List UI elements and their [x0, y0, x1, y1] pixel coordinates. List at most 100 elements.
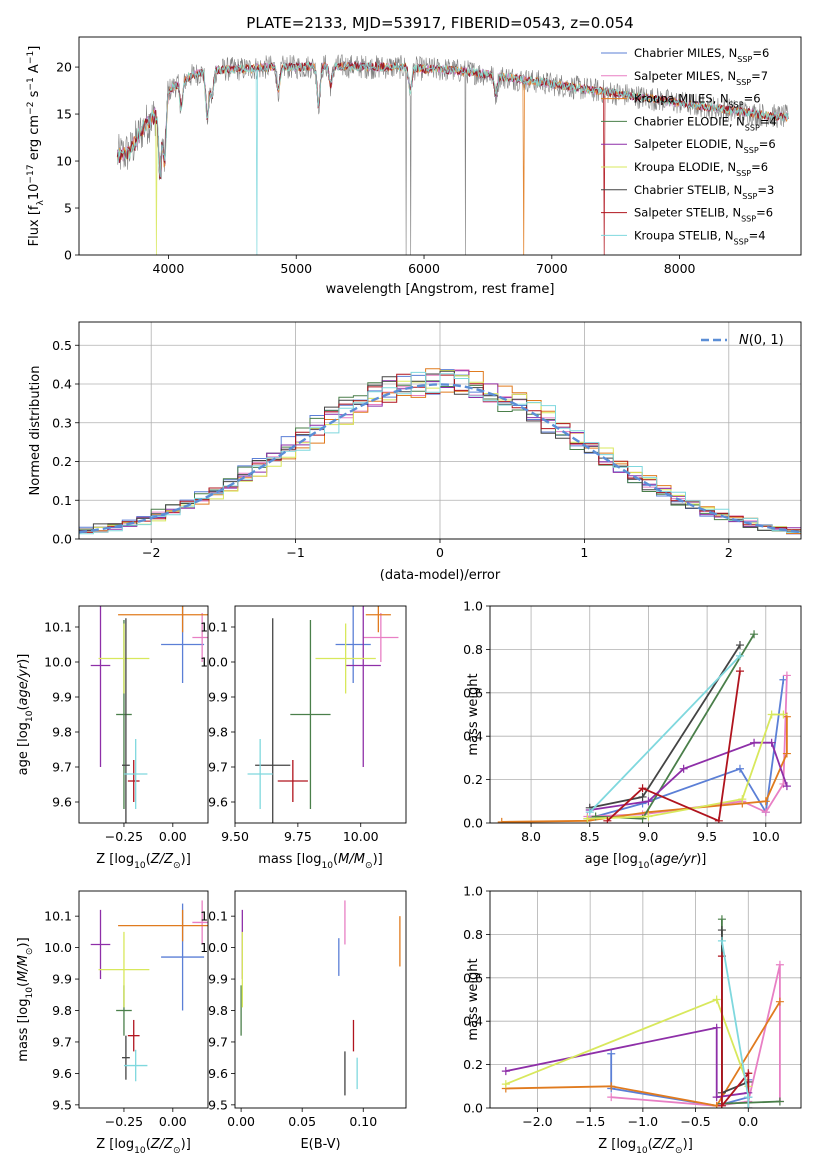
- x-tick-label: 1: [580, 545, 588, 560]
- massweight-marker: [744, 1093, 753, 1102]
- age-vs-metallicity-panel: −0.25 0.00 9.6 9.7 9.8 9.9 10.0 10.1 Z [log10(Z/…: [16, 605, 209, 871]
- x-tick-label: 0: [436, 545, 444, 560]
- y-tick-label: 9.7: [208, 1034, 228, 1049]
- spectrum-panel: 4000 5000 6000 7000 8000 0 5 10 15 20 Chabrier MIL…: [26, 36, 802, 297]
- y-axis-label: Flux [fλ10−17 erg cm−2 s−1 A−1]: [26, 46, 46, 247]
- y-tick-label: 15: [56, 107, 72, 122]
- x-tick-label: 2: [725, 545, 733, 560]
- massweight-marker: [782, 749, 791, 758]
- y-tick-label: 9.9: [52, 972, 72, 987]
- x-tick-label: 0.10: [349, 1114, 377, 1129]
- axes-frame: [78, 321, 802, 540]
- x-tick-label: 0.05: [288, 1114, 316, 1129]
- y-tick-label: 0.2: [463, 1057, 483, 1072]
- massweight-marker: [761, 808, 770, 817]
- y-tick-label: 10: [56, 154, 72, 169]
- massweight-line: [721, 919, 780, 1105]
- axes-frame: [489, 890, 802, 1109]
- massweight-marker: [607, 1049, 616, 1058]
- massweight-marker: [585, 808, 594, 817]
- y-tick-label: 9.7: [208, 760, 228, 775]
- massweight-marker: [735, 641, 744, 650]
- y-tick-label: 10.0: [44, 940, 72, 955]
- y-tick-label: 0.4: [52, 377, 72, 392]
- plot-area: [240, 900, 401, 1096]
- y-tick-label: 1.0: [463, 599, 483, 614]
- massweight-marker: [735, 764, 744, 773]
- spectrum-data-line: [117, 54, 789, 255]
- massweight-marker: [775, 997, 784, 1006]
- legend-label: Chabrier MILES, NSSP=6: [634, 46, 769, 64]
- y-tick-label: 0.4: [463, 1014, 483, 1029]
- massweight-line: [505, 1001, 781, 1107]
- x-axis-label: age [log10(age/yr)]: [585, 852, 707, 871]
- massweight-line: [505, 1026, 749, 1099]
- x-tick-label: 8000: [664, 261, 696, 276]
- y-tick-label: 10.1: [200, 909, 228, 924]
- plot-area: [247, 606, 399, 823]
- age-vs-mass-panel: 9.50 9.75 10.00 9.6 9.7 9.8 9.9 10.0 10.1 mass [l…: [200, 605, 407, 871]
- legend-label: Kroupa MILES, NSSP=6: [634, 92, 761, 110]
- massweight-marker: [761, 797, 770, 806]
- y-tick-label: 0.0: [52, 532, 72, 547]
- y-tick-label: 0.2: [52, 454, 72, 469]
- massweight-marker: [779, 710, 788, 719]
- y-tick-label: 0.2: [463, 772, 483, 787]
- x-tick-label: 9.75: [284, 829, 312, 844]
- axes-frame: [78, 36, 802, 256]
- x-axis-label: (data-model)/error: [380, 568, 501, 583]
- x-tick-label: −1: [286, 545, 304, 560]
- y-tick-label: 9.8: [208, 725, 228, 740]
- y-tick-label: 9.8: [52, 725, 72, 740]
- y-tick-label: 0.8: [463, 642, 483, 657]
- y-tick-label: 9.9: [52, 690, 72, 705]
- y-tick-label: 0.8: [463, 927, 483, 942]
- x-axis-label: Z [log10(Z/Z⊙)]: [96, 1137, 191, 1156]
- x-tick-label: 10.0: [752, 829, 780, 844]
- massweight-line: [595, 633, 755, 820]
- y-tick-label: 1.0: [463, 884, 483, 899]
- massweight-marker: [744, 1104, 753, 1108]
- massweight-marker: [679, 764, 688, 773]
- y-tick-label: 0.6: [463, 685, 483, 700]
- plot-area: [497, 630, 791, 823]
- massweight-marker: [644, 812, 653, 821]
- legend-label: Salpeter ELODIE, NSSP=6: [634, 137, 776, 155]
- massweight-marker: [638, 792, 647, 801]
- plot-area: [90, 900, 208, 1082]
- plot-area: [90, 606, 208, 823]
- y-tick-label: 10.1: [44, 620, 72, 635]
- y-tick-label: 0.3: [52, 415, 72, 430]
- massweight-marker: [735, 651, 744, 660]
- x-tick-label: −1.0: [628, 1114, 658, 1129]
- legend-label: Chabrier ELODIE, NSSP=4: [634, 114, 777, 131]
- x-tick-label: −0.25: [105, 1114, 143, 1129]
- massweight-marker: [782, 712, 791, 721]
- legend-label: Salpeter MILES, NSSP=7: [634, 69, 768, 87]
- y-axis-label: Normed distribution: [28, 366, 43, 496]
- axes-frame: [489, 605, 802, 824]
- x-axis-label: mass [log10(M/M⊙)]: [258, 852, 382, 871]
- y-tick-label: 10.1: [44, 909, 72, 924]
- x-tick-label: 9.0: [638, 829, 658, 844]
- plot-area: [116, 54, 789, 255]
- massweight-marker: [750, 630, 759, 639]
- x-tick-label: 0.00: [227, 1114, 255, 1129]
- y-tick-label: 9.8: [52, 1003, 72, 1018]
- massweight-marker: [744, 1069, 753, 1078]
- y-tick-label: 9.6: [208, 795, 228, 810]
- massweight-vs-age-panel: 8.0 8.5 9.0 9.5 10.0 0.0 0.2 0.4 0.6 0.8 1.0 age [l…: [463, 599, 802, 871]
- x-tick-label: −1.5: [575, 1114, 605, 1129]
- massweight-marker: [714, 816, 723, 823]
- massweight-marker: [497, 817, 506, 823]
- y-tick-label: 9.5: [208, 1097, 228, 1112]
- massweight-line: [606, 670, 741, 823]
- massweight-marker: [717, 926, 726, 935]
- massweight-marker: [583, 814, 592, 823]
- y-tick-label: 9.6: [52, 795, 72, 810]
- axes-frame: [78, 605, 209, 824]
- x-tick-label: 9.50: [221, 829, 249, 844]
- x-axis-label: wavelength [Angstrom, rest frame]: [326, 282, 555, 297]
- y-tick-label: 9.7: [52, 760, 72, 775]
